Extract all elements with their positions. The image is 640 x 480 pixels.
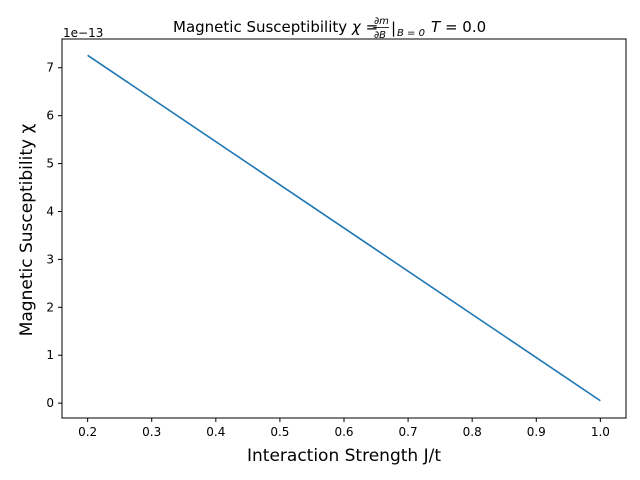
y-axis-ticks: 0 1 2 3 4 5 6 7 (46, 61, 62, 410)
chart-title: Magnetic Susceptibility χ = (173, 18, 378, 36)
title-temp-symbol: T (431, 18, 442, 36)
plot-frame (61, 38, 627, 419)
x-tick-label: 0.2 (78, 425, 97, 439)
title-chi-symbol: χ (351, 18, 362, 36)
x-tick-label: 1.0 (591, 425, 610, 439)
title-frac-numerator: ∂m (374, 16, 389, 27)
y-tick-label: 5 (46, 157, 54, 171)
y-tick-label: 7 (46, 61, 54, 75)
x-tick-label: 0.6 (334, 425, 353, 439)
y-offset-text: 1e−13 (63, 26, 103, 40)
x-axis-label: Interaction Strength J/t (247, 446, 441, 466)
title-subscript: B = 0 (397, 28, 425, 39)
x-tick-label: 0.4 (206, 425, 225, 439)
y-tick-label: 4 (46, 204, 54, 218)
title-frac-denominator: ∂B (374, 30, 386, 41)
title-temperature: T = 0.0 (431, 18, 486, 36)
x-tick-label: 0.7 (399, 425, 418, 439)
y-tick-label: 2 (46, 300, 54, 314)
series-layer (87, 54, 601, 402)
x-tick-label: 0.9 (527, 425, 546, 439)
title-temp-value: = 0.0 (440, 18, 486, 36)
y-tick-label: 6 (46, 109, 54, 123)
title-equals: = (361, 18, 378, 36)
y-tick-label: 1 (46, 348, 54, 362)
y-tick-label: 0 (46, 396, 54, 410)
title-eval-bar: | (391, 19, 396, 37)
series-line (87, 54, 601, 402)
x-tick-label: 0.8 (463, 425, 482, 439)
x-tick-label: 0.3 (142, 425, 161, 439)
x-axis-ticks: 0.2 0.3 0.4 0.5 0.6 0.7 0.8 0.9 1.0 (78, 418, 610, 439)
x-tick-label: 0.5 (270, 425, 289, 439)
y-axis-label: Magnetic Susceptibility χ (17, 124, 37, 337)
y-tick-label: 3 (46, 252, 54, 266)
title-prefix: Magnetic Susceptibility (173, 18, 352, 36)
